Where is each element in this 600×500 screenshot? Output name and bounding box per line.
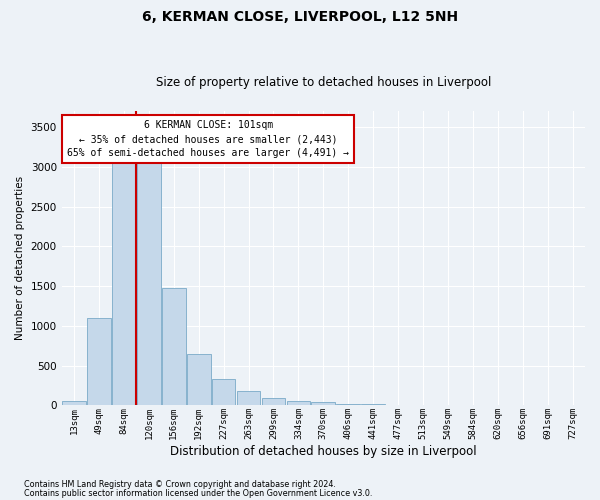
Bar bbox=[62, 402, 86, 406]
Text: 6, KERMAN CLOSE, LIVERPOOL, L12 5NH: 6, KERMAN CLOSE, LIVERPOOL, L12 5NH bbox=[142, 10, 458, 24]
Bar bbox=[311, 402, 335, 406]
Bar bbox=[386, 404, 410, 406]
Bar bbox=[137, 132, 161, 406]
Bar bbox=[262, 398, 286, 406]
Bar bbox=[162, 288, 185, 406]
Y-axis label: Number of detached properties: Number of detached properties bbox=[15, 176, 25, 340]
Text: 6 KERMAN CLOSE: 101sqm
← 35% of detached houses are smaller (2,443)
65% of semi-: 6 KERMAN CLOSE: 101sqm ← 35% of detached… bbox=[67, 120, 349, 158]
Bar bbox=[287, 400, 310, 406]
Bar bbox=[337, 404, 360, 406]
Text: Contains public sector information licensed under the Open Government Licence v3: Contains public sector information licen… bbox=[24, 488, 373, 498]
Bar bbox=[212, 379, 235, 406]
Bar bbox=[187, 354, 211, 406]
Bar bbox=[237, 392, 260, 406]
Bar bbox=[112, 132, 136, 406]
X-axis label: Distribution of detached houses by size in Liverpool: Distribution of detached houses by size … bbox=[170, 444, 476, 458]
Title: Size of property relative to detached houses in Liverpool: Size of property relative to detached ho… bbox=[155, 76, 491, 90]
Bar bbox=[361, 404, 385, 406]
Text: Contains HM Land Registry data © Crown copyright and database right 2024.: Contains HM Land Registry data © Crown c… bbox=[24, 480, 336, 489]
Bar bbox=[87, 318, 111, 406]
